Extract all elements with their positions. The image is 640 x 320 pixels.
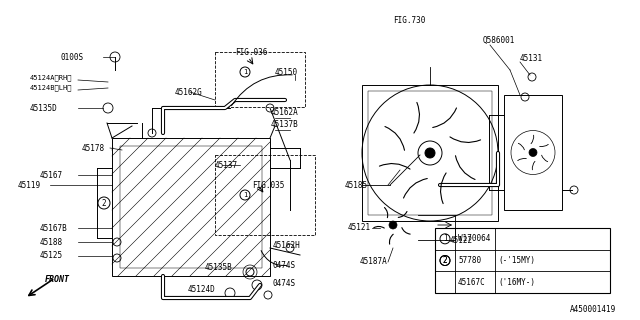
Bar — [120, 146, 262, 268]
Text: (-'15MY): (-'15MY) — [498, 256, 535, 265]
Bar — [368, 91, 492, 215]
Text: 45167C: 45167C — [458, 278, 486, 287]
Circle shape — [529, 148, 537, 156]
Text: 1: 1 — [443, 234, 447, 243]
Text: 45119: 45119 — [18, 180, 41, 189]
Text: 45188: 45188 — [40, 237, 63, 246]
Text: 45124D: 45124D — [188, 285, 216, 294]
Bar — [435, 228, 610, 293]
Text: 45135B: 45135B — [205, 263, 233, 273]
Text: 57780: 57780 — [458, 256, 481, 265]
Bar — [362, 85, 498, 221]
Text: 2: 2 — [102, 198, 106, 207]
Text: 45150: 45150 — [275, 68, 298, 76]
Text: 45167B: 45167B — [40, 223, 68, 233]
Text: 45124B〈LH〉: 45124B〈LH〉 — [30, 85, 72, 91]
Text: 45131: 45131 — [520, 53, 543, 62]
Text: 0100S: 0100S — [60, 52, 83, 61]
Text: 45162A: 45162A — [271, 108, 299, 116]
Text: 45162G: 45162G — [175, 87, 203, 97]
Text: 45124A〈RH〉: 45124A〈RH〉 — [30, 75, 72, 81]
Text: 45122: 45122 — [450, 236, 473, 244]
Bar — [215, 52, 305, 107]
Text: 2: 2 — [443, 256, 447, 265]
Text: A450001419: A450001419 — [570, 306, 616, 315]
Text: 1: 1 — [243, 69, 247, 75]
Text: 45178: 45178 — [82, 143, 105, 153]
Text: FRONT: FRONT — [45, 276, 70, 284]
Text: W170064: W170064 — [458, 234, 490, 243]
Text: 45167: 45167 — [40, 171, 63, 180]
Bar — [112, 138, 270, 276]
Text: ('16MY-): ('16MY-) — [498, 278, 535, 287]
Bar — [504, 95, 562, 210]
Bar — [215, 155, 315, 235]
Text: FIG.036: FIG.036 — [235, 47, 268, 57]
Text: 45185: 45185 — [345, 180, 368, 189]
Text: 0474S: 0474S — [272, 278, 295, 287]
Text: 45125: 45125 — [40, 252, 63, 260]
Text: 45137: 45137 — [215, 161, 238, 170]
Text: 2: 2 — [443, 256, 447, 265]
Text: 1: 1 — [243, 192, 247, 198]
Text: FIG.730: FIG.730 — [393, 15, 426, 25]
Circle shape — [425, 148, 435, 158]
Text: 0474S: 0474S — [272, 260, 295, 269]
Text: 45162H: 45162H — [273, 241, 301, 250]
Text: Q586001: Q586001 — [483, 36, 515, 44]
Text: FIG.035: FIG.035 — [252, 180, 284, 189]
Circle shape — [389, 221, 397, 229]
Text: 45187A: 45187A — [360, 258, 388, 267]
Text: 45135D: 45135D — [30, 103, 58, 113]
Text: 45121: 45121 — [348, 222, 371, 231]
Text: 45137B: 45137B — [271, 119, 299, 129]
